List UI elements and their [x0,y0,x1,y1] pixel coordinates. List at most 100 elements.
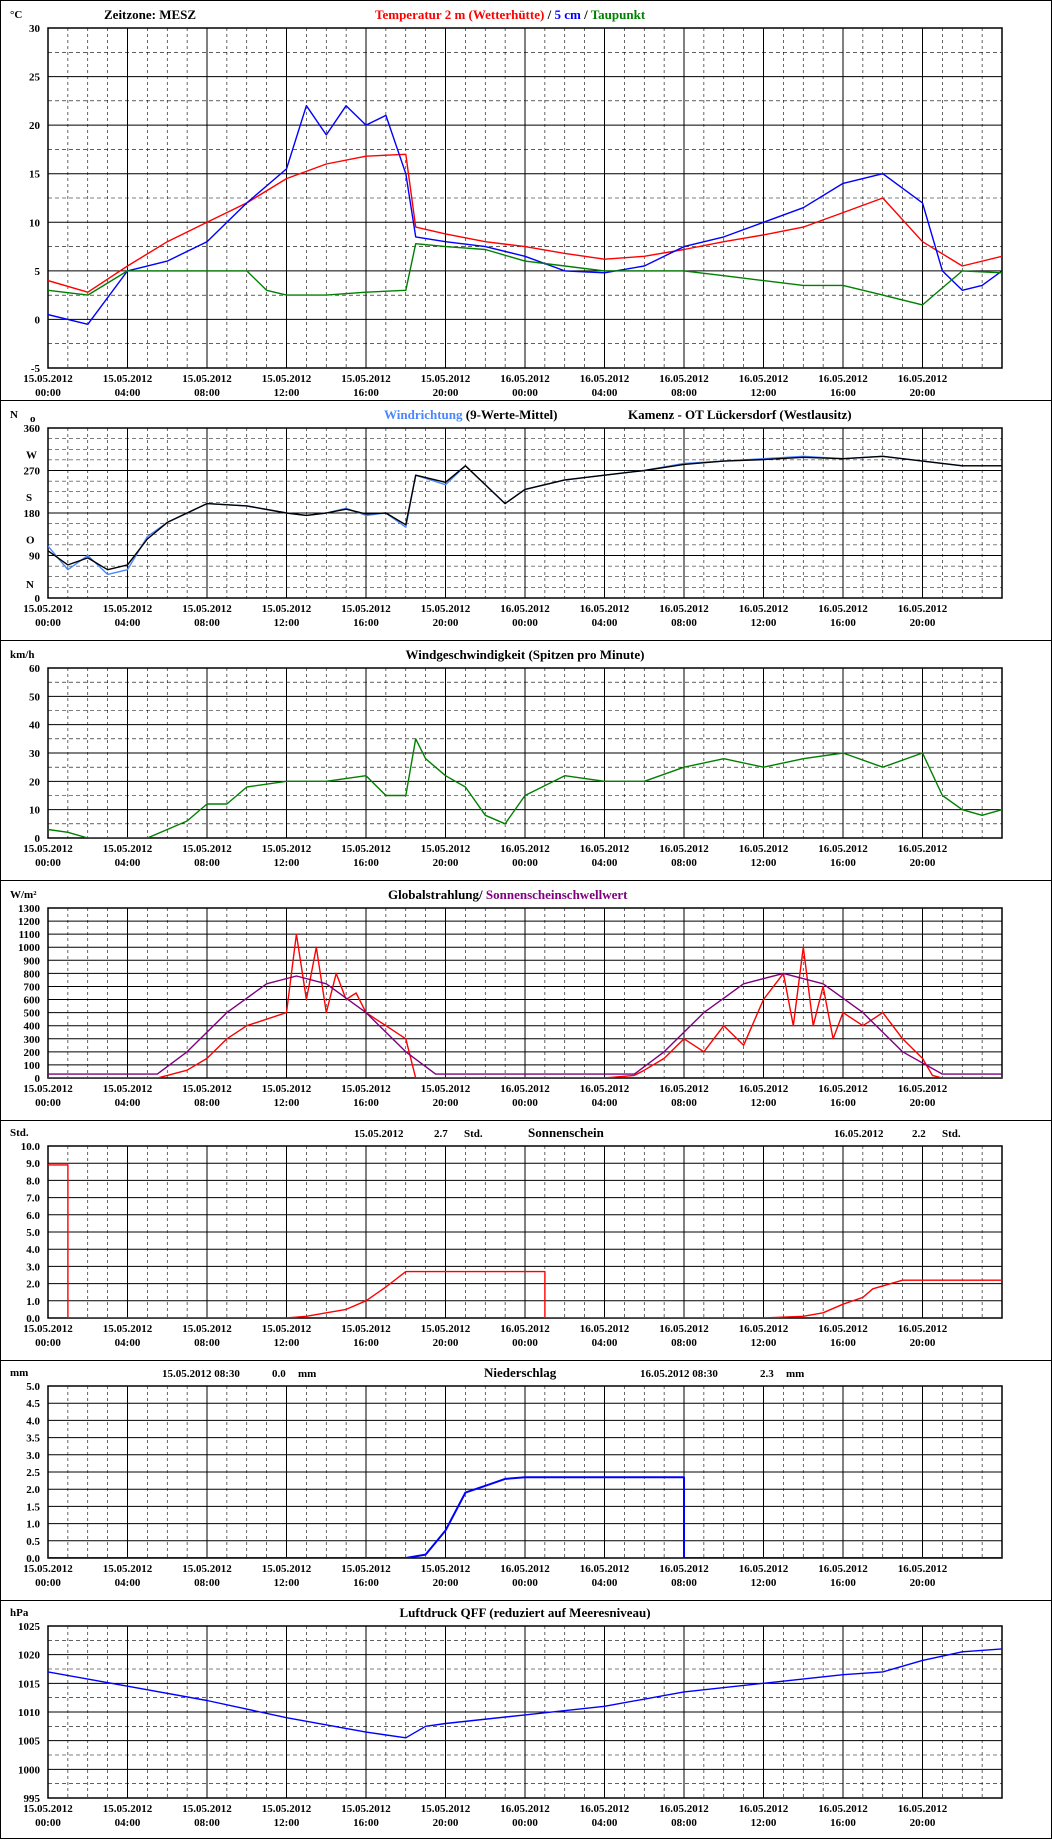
plot-frame [47,27,1003,369]
x-tick-date: 16.05.2012 [898,373,948,385]
y-tick-label: 5 [35,266,41,278]
x-tick-time: 04:00 [115,1817,141,1829]
x-tick-time: 00:00 [512,1337,538,1349]
x-tick-time: 08:00 [671,617,697,629]
degree-glyph: o [30,413,36,425]
x-tick-date: 16.05.2012 [500,1083,550,1095]
title-part: Taupunkt [591,7,646,22]
unit-label: N [10,409,18,421]
x-tick-date: 16.05.2012 [739,1323,789,1335]
x-tick-date: 15.05.2012 [23,843,73,855]
grid [48,1386,1002,1558]
panel-sunshine: 10.09.08.07.06.05.04.03.02.01.00.015.05.… [0,1120,1052,1361]
x-tick-time: 16:00 [830,1097,856,1109]
unit-label: mm [10,1367,28,1379]
x-tick-date: 16.05.2012 [898,1803,948,1815]
y-tick-label: 60 [29,663,41,675]
y-tick-label: 200 [24,1047,41,1059]
x-tick-time: 12:00 [274,1097,300,1109]
x-tick-date: 16.05.2012 [580,373,630,385]
x-tick-date: 15.05.2012 [262,373,312,385]
x-tick-date: 16.05.2012 [580,1803,630,1815]
x-tick-time: 04:00 [115,857,141,869]
x-tick-time: 20:00 [910,1817,936,1829]
x-tick-time: 04:00 [592,1097,618,1109]
chart-title: Windrichtung (9-Werte-Mittel) [384,407,557,422]
y-tick-label: 700 [24,981,41,993]
y-tick-label: -5 [31,363,41,375]
x-tick-time: 20:00 [433,617,459,629]
series-line-green [48,242,1002,306]
x-tick-time: 20:00 [433,1097,459,1109]
x-tick-date: 16.05.2012 [659,1803,709,1815]
x-tick-date: 15.05.2012 [341,1083,391,1095]
x-tick-date: 15.05.2012 [421,373,471,385]
y-tick-label: 10 [29,217,41,229]
chart-title: Sonnenschein [528,1125,605,1140]
x-tick-time: 16:00 [830,1577,856,1589]
y-tick-label: 1015 [18,1678,41,1690]
title-part: Sonnenscheinschwellwert [483,887,628,902]
unit-label: °C [10,9,22,21]
x-tick-date: 16.05.2012 [818,1083,868,1095]
y-tick-label: 2.5 [26,1467,40,1479]
chart-title: Globalstrahlung/ Sonnenscheinschwellwert [388,887,628,902]
x-tick-date: 15.05.2012 [182,1083,232,1095]
x-tick-date: 16.05.2012 [739,1563,789,1575]
x-tick-time: 08:00 [194,857,220,869]
x-tick-date: 16.05.2012 [739,373,789,385]
unit-label: W/m² [10,889,37,901]
y-tick-label: 2.0 [26,1484,40,1496]
x-tick-time: 00:00 [35,1577,61,1589]
x-tick-date: 15.05.2012 [262,843,312,855]
y-tick-label: 0.0 [26,1313,40,1325]
x-tick-date: 15.05.2012 [23,1563,73,1575]
chart-title: Niederschlag [484,1365,557,1380]
y-tick-label: 7.0 [26,1193,40,1205]
y-tick-label: 5.0 [26,1381,40,1393]
x-tick-time: 16:00 [830,617,856,629]
y-tick-label: 500 [24,1008,41,1020]
x-tick-time: 20:00 [433,1577,459,1589]
x-tick-time: 08:00 [671,1097,697,1109]
x-tick-time: 20:00 [433,387,459,399]
x-tick-time: 08:00 [194,387,220,399]
panel-pressure: 10251020101510101005100099515.05.201200:… [0,1600,1052,1839]
y-tick-label: 10 [29,805,41,817]
x-tick-date: 16.05.2012 [659,843,709,855]
x-tick-date: 15.05.2012 [421,1083,471,1095]
x-tick-date: 15.05.2012 [103,843,153,855]
x-tick-date: 15.05.2012 [262,603,312,615]
x-tick-date: 16.05.2012 [898,1323,948,1335]
grid [48,428,1002,598]
y-tick-label: 50 [29,691,41,703]
compass-label: O [26,535,35,547]
series-line-lightblue [48,455,1002,576]
x-tick-date: 15.05.2012 [23,1323,73,1335]
y-tick-label: 0.5 [26,1536,40,1548]
compass-label: W [26,450,37,462]
x-tick-date: 15.05.2012 [103,1323,153,1335]
chart-title: Windgeschwindigkeit (Spitzen pro Minute) [406,647,645,662]
y-tick-label: 20 [29,120,41,132]
y-tick-label: 1010 [18,1707,41,1719]
y-tick-label: 5.0 [26,1227,40,1239]
summary-date: 15.05.2012 [354,1128,404,1140]
x-tick-date: 15.05.2012 [262,1563,312,1575]
x-tick-time: 12:00 [274,1577,300,1589]
y-tick-label: 1300 [18,903,41,915]
x-tick-time: 04:00 [115,387,141,399]
x-tick-date: 15.05.2012 [182,1563,232,1575]
unit-label: Std. [10,1127,29,1139]
x-tick-time: 12:00 [751,1577,777,1589]
x-tick-time: 16:00 [353,617,379,629]
x-tick-time: 00:00 [35,1097,61,1109]
y-tick-label: 30 [29,748,41,760]
summary-value: 2.2 [912,1128,926,1140]
title-part: 5 cm [554,7,581,22]
y-tick-label: 0 [35,1073,41,1085]
x-tick-date: 16.05.2012 [500,373,550,385]
x-tick-date: 16.05.2012 [818,373,868,385]
x-tick-time: 12:00 [274,1337,300,1349]
